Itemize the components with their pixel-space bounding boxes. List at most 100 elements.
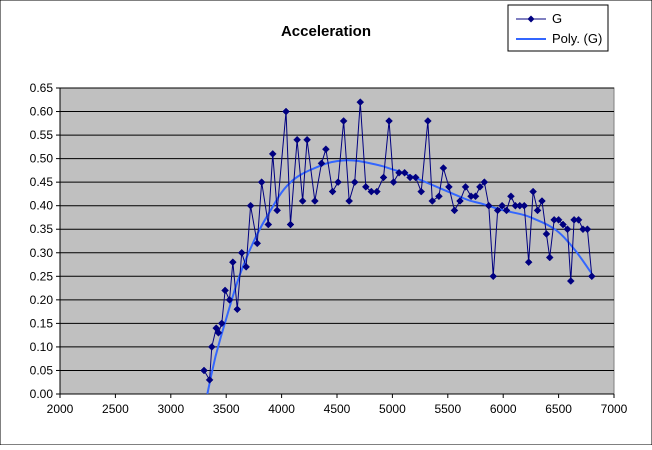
series-g-point — [286, 220, 295, 229]
legend-label-g: G — [552, 11, 562, 26]
series-g-point — [268, 150, 277, 158]
y-tick-label: 0.35 — [30, 222, 54, 236]
series-g-point — [233, 305, 242, 314]
series-g-point — [406, 173, 414, 182]
y-tick-label: 0.10 — [30, 340, 54, 354]
series-g-point — [583, 225, 592, 234]
series-g-point — [563, 225, 572, 234]
y-tick-label: 0.55 — [30, 128, 54, 142]
series-g-point — [435, 192, 443, 201]
series-g-point — [322, 145, 330, 154]
series-g-point — [367, 187, 376, 196]
series-g-point — [498, 201, 506, 210]
series-g-point — [350, 178, 359, 187]
x-tick-label: 4500 — [324, 402, 351, 416]
series-g-point — [310, 197, 319, 205]
y-tick-label: 0.20 — [30, 293, 54, 307]
x-tick-label: 3500 — [213, 402, 240, 416]
legend-label-poly: Poly. (G) — [552, 31, 602, 46]
series-g-point — [520, 201, 529, 210]
series-g-point — [225, 295, 234, 304]
series-g-point — [554, 215, 563, 224]
series-g-point — [489, 272, 498, 281]
series-g-point — [587, 272, 596, 281]
axes: 0.00 0.05 0.10 0.15 0.20 0.25 0.30 0.35 0.40 0.45… — [30, 81, 628, 416]
y-tick-label: 0.30 — [30, 246, 54, 260]
series-g-point — [334, 178, 342, 187]
y-tick-label: 0.05 — [30, 363, 54, 377]
x-tick-label: 4000 — [268, 402, 295, 416]
chart-title: Acceleration — [281, 23, 371, 40]
series-g-point — [538, 197, 546, 205]
series-g-point — [450, 206, 459, 215]
series-g-point — [529, 187, 537, 196]
series-g-point — [545, 253, 554, 262]
series-g-point — [317, 159, 326, 168]
series-g-point — [493, 206, 502, 215]
x-tick-label: 2500 — [102, 402, 129, 416]
y-tick-label: 0.45 — [30, 175, 54, 189]
series-g-point — [439, 164, 448, 172]
series-g-point — [379, 173, 388, 182]
y-tick-label: 0.15 — [30, 316, 54, 330]
legend-g-marker — [527, 15, 535, 23]
plot-area — [59, 87, 615, 395]
series-g-point — [542, 230, 551, 238]
series-g-point — [484, 201, 493, 210]
series-g-point — [282, 107, 290, 116]
series-g-point — [257, 178, 266, 187]
series-g-point — [273, 206, 282, 215]
series-g-point — [237, 248, 246, 257]
legend-box — [507, 4, 609, 52]
series-g-point — [200, 366, 208, 375]
series-g-point — [356, 98, 365, 106]
x-tick-label: 3000 — [157, 402, 184, 416]
series-g-point — [389, 178, 398, 187]
series-g-point — [221, 286, 229, 295]
y-tick-label: 0.60 — [30, 105, 54, 119]
series-g-point — [361, 183, 370, 191]
series-g-point — [207, 343, 216, 351]
x-tick-label: 5000 — [379, 402, 406, 416]
series-g-point — [214, 328, 223, 337]
series-g-point — [253, 239, 262, 248]
series-g-point — [411, 173, 420, 182]
series-g-point — [339, 117, 348, 125]
x-tick-label: 6500 — [545, 402, 572, 416]
y-tick-label: 0.50 — [30, 152, 54, 166]
series-g-point — [524, 258, 533, 267]
y-tick-label: 0.25 — [30, 269, 54, 283]
series-g-point — [298, 197, 307, 205]
x-tick-label: 7000 — [601, 402, 628, 416]
series-g-point — [400, 168, 409, 177]
series-g-point — [574, 215, 583, 224]
x-tick-label: 5500 — [434, 402, 461, 416]
x-tick-label: 2000 — [47, 402, 74, 416]
series-g-point — [328, 187, 337, 196]
series-g-point — [502, 206, 511, 215]
series-g-point — [424, 117, 432, 125]
series-g-point — [205, 376, 214, 384]
series-g-point — [228, 258, 237, 267]
series-g-point — [445, 183, 453, 191]
series — [200, 98, 596, 394]
series-g-point — [428, 197, 437, 205]
y-tick-label: 0.00 — [30, 387, 54, 401]
x-tick-label: 6000 — [490, 402, 517, 416]
series-g-point — [264, 220, 273, 229]
series-g-point — [373, 187, 381, 196]
series-g-line — [203, 102, 593, 382]
series-g-point — [461, 183, 470, 191]
series-g-point — [242, 263, 250, 271]
series-g-point — [559, 220, 567, 229]
series-g-point — [417, 187, 426, 196]
series-g-point — [507, 192, 515, 201]
series-g-point — [217, 319, 226, 328]
series-g-point — [395, 168, 403, 177]
series-g-point — [303, 135, 311, 144]
series-g-point — [246, 201, 255, 210]
y-tick-label: 0.65 — [30, 81, 54, 95]
y-tick-label: 0.40 — [30, 199, 54, 213]
